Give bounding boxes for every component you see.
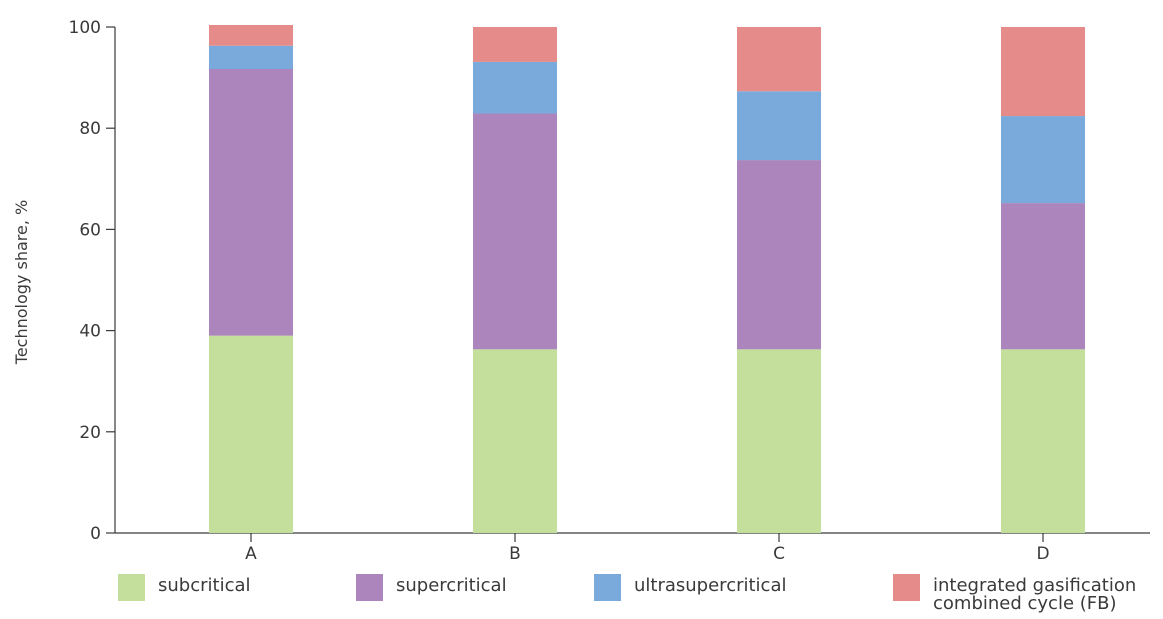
legend: subcritical supercritical ultrasupercritic… <box>0 568 1163 618</box>
y-axis: 0 20 40 60 80 100 <box>69 18 116 544</box>
bar-segment-d-1 <box>1001 203 1085 350</box>
y-tick-label: 60 <box>79 220 101 240</box>
legend-swatch <box>118 574 145 601</box>
y-tick-label: 100 <box>69 18 101 38</box>
bar-segment-c-2 <box>737 91 821 161</box>
legend-item-3: integrated gasification combined cycle (… <box>893 574 1136 613</box>
bar-segment-b-2 <box>473 61 557 114</box>
x-tick-label-c: C <box>773 544 785 564</box>
stacked-bar-chart: 0 20 40 60 80 100 A B C D Technology share, % <box>12 18 1150 564</box>
legend-item-1: supercritical <box>356 574 507 601</box>
legend-swatch <box>594 574 621 601</box>
bar-segment-d-2 <box>1001 116 1085 204</box>
x-tick-label-a: A <box>245 544 257 564</box>
y-tick-label: 20 <box>79 423 101 443</box>
legend-label: supercritical <box>396 575 507 596</box>
legend-item-2: ultrasupercritical <box>594 574 786 601</box>
y-tick-label: 40 <box>79 322 101 342</box>
bar-segment-b-3 <box>473 27 557 62</box>
bar-segment-a-2 <box>209 45 293 69</box>
legend-label: integrated gasification combined cycle (… <box>933 575 1137 614</box>
bar-segment-a-3 <box>209 24 293 46</box>
bars <box>209 24 1085 533</box>
bar-segment-c-3 <box>737 27 821 92</box>
y-tick-label: 80 <box>79 119 101 139</box>
legend-label: subcritical <box>158 575 251 596</box>
x-tick-label-d: D <box>1036 544 1049 564</box>
legend-label: ultrasupercritical <box>634 575 787 596</box>
legend-swatch <box>893 574 920 601</box>
bar-segment-a-0 <box>209 335 293 533</box>
bar-segment-a-1 <box>209 68 293 336</box>
bar-segment-c-1 <box>737 160 821 350</box>
x-tick-label-b: B <box>509 544 521 564</box>
legend-swatch <box>356 574 383 601</box>
x-axis: A B C D <box>115 532 1150 564</box>
y-axis-title: Technology share, % <box>12 200 31 365</box>
bar-segment-b-1 <box>473 113 557 350</box>
bar-segment-d-0 <box>1001 349 1085 533</box>
legend-item-0: subcritical <box>118 574 251 601</box>
y-tick-label: 0 <box>90 524 101 544</box>
bar-segment-c-0 <box>737 349 821 533</box>
bar-segment-b-0 <box>473 349 557 533</box>
bar-segment-d-3 <box>1001 27 1085 117</box>
